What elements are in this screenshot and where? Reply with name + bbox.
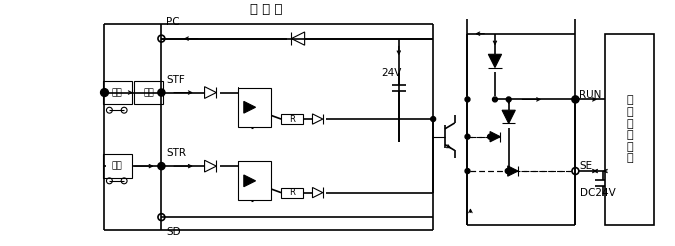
Text: 反转: 反转 <box>112 162 123 171</box>
Text: 功
能
扩
展
模
块: 功 能 扩 展 模 块 <box>626 95 632 163</box>
Text: 电流: 电流 <box>143 88 154 97</box>
Circle shape <box>506 169 510 173</box>
Bar <box>281 188 302 198</box>
Circle shape <box>506 97 511 102</box>
Circle shape <box>465 169 470 173</box>
Text: 正转: 正转 <box>112 88 123 97</box>
Text: RUN: RUN <box>579 90 601 100</box>
Circle shape <box>159 90 164 95</box>
Circle shape <box>573 97 578 102</box>
Polygon shape <box>508 166 518 176</box>
Text: 变 频 器: 变 频 器 <box>250 3 283 16</box>
Circle shape <box>487 134 493 139</box>
Bar <box>238 88 271 127</box>
Text: DC24V: DC24V <box>580 188 616 198</box>
Bar <box>134 81 163 104</box>
Text: PC: PC <box>166 17 180 27</box>
Circle shape <box>465 97 470 102</box>
Text: STR: STR <box>166 148 186 158</box>
Bar <box>281 114 302 124</box>
Circle shape <box>431 117 435 122</box>
Bar <box>103 81 132 104</box>
Text: STF: STF <box>166 75 185 85</box>
Polygon shape <box>244 175 256 187</box>
Circle shape <box>159 164 164 169</box>
Polygon shape <box>490 132 500 142</box>
Bar <box>103 154 132 178</box>
Polygon shape <box>488 54 502 68</box>
Bar <box>605 34 654 225</box>
Bar <box>238 161 271 200</box>
Text: R: R <box>289 188 295 197</box>
Text: SD: SD <box>166 227 181 237</box>
Text: SE: SE <box>579 161 593 171</box>
Circle shape <box>465 134 470 139</box>
Polygon shape <box>244 101 256 113</box>
Circle shape <box>493 97 497 102</box>
Circle shape <box>101 89 109 96</box>
Polygon shape <box>502 110 515 123</box>
Text: 24V: 24V <box>381 68 402 78</box>
Text: R: R <box>289 115 295 123</box>
